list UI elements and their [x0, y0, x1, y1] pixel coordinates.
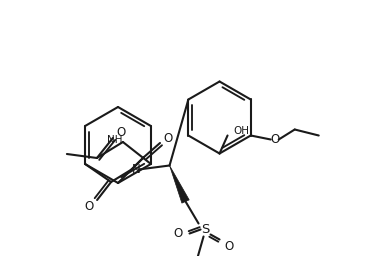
Text: S: S [201, 223, 210, 236]
Text: N: N [132, 163, 141, 176]
Text: O: O [163, 133, 172, 145]
Text: O: O [270, 133, 279, 146]
Polygon shape [170, 165, 189, 203]
Text: NH: NH [107, 135, 123, 145]
Text: OH: OH [234, 126, 250, 136]
Text: O: O [84, 199, 94, 212]
Text: O: O [173, 227, 182, 240]
Text: O: O [224, 240, 233, 253]
Text: O: O [116, 126, 125, 140]
